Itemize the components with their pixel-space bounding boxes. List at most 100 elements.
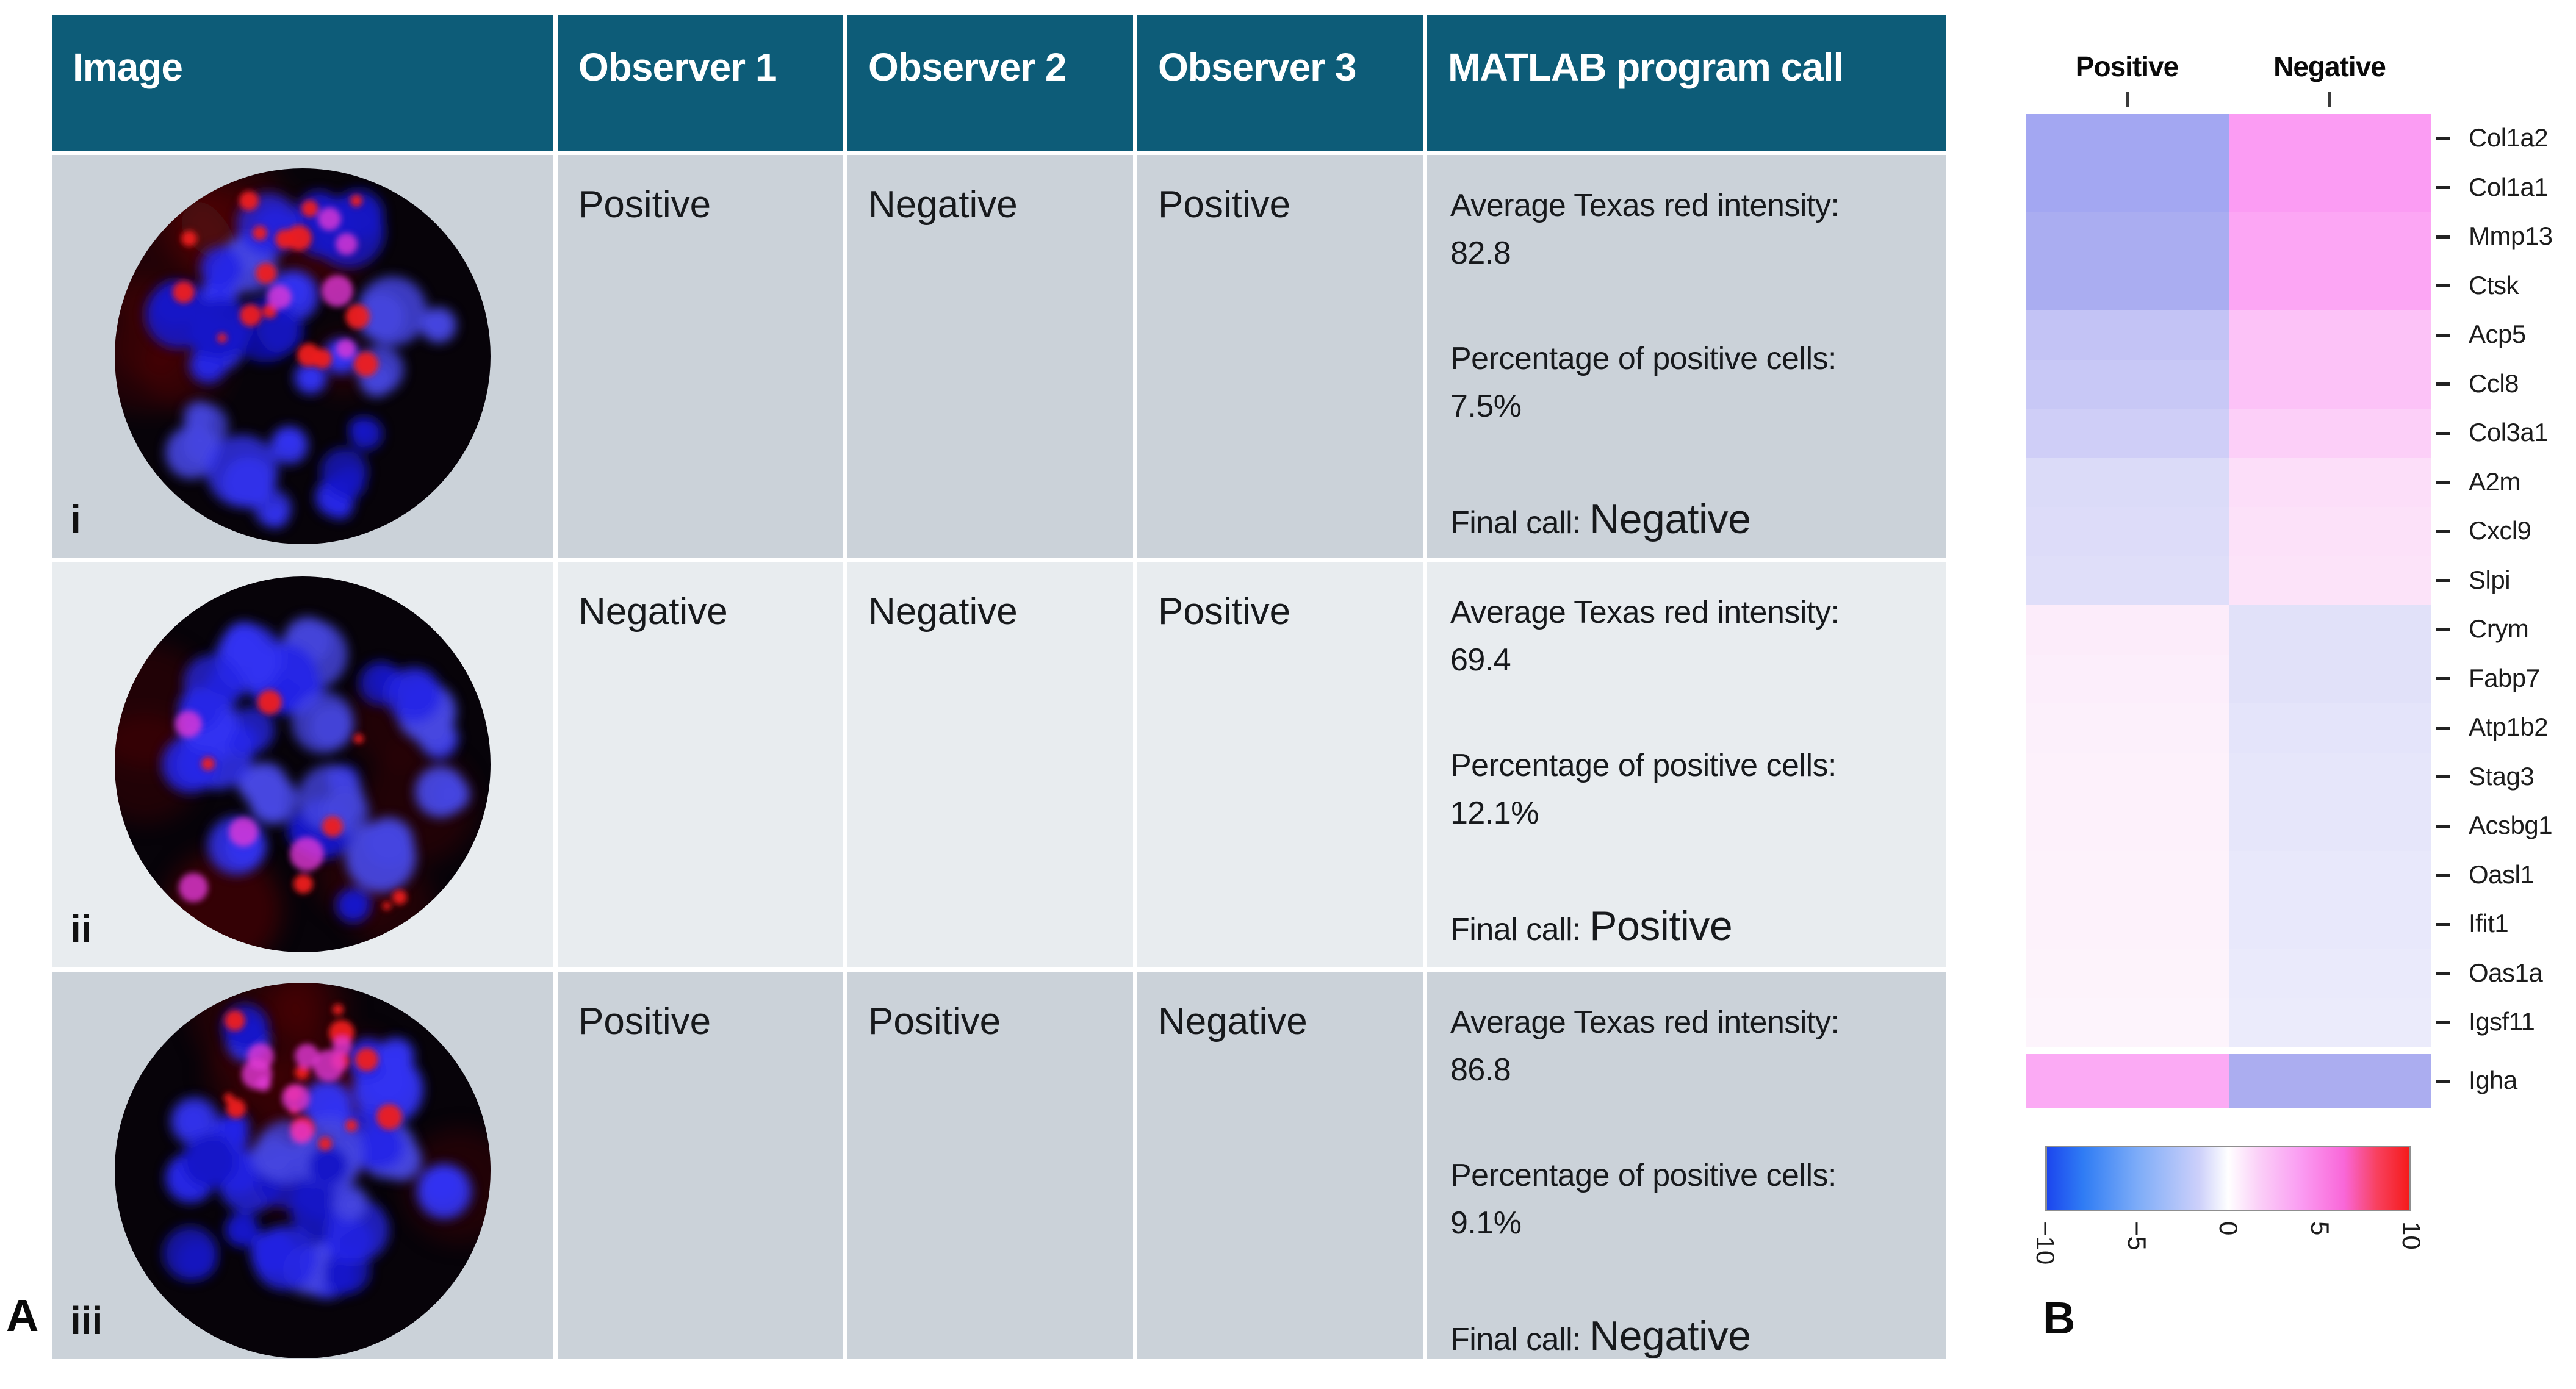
fluorescence-micrograph	[115, 983, 491, 1358]
heatmap-cell-crym-negative	[2228, 605, 2431, 655]
fluorescence-micrograph	[115, 168, 491, 544]
gene-tick-oas1a	[2436, 972, 2450, 975]
table-row-iii-image-cell: iii	[52, 972, 553, 1359]
fluorescence-image-ii	[52, 562, 553, 953]
heatmap-row-ccl8	[2026, 359, 2431, 409]
heatmap-row-col1a1	[2026, 163, 2431, 212]
heatmap-cell-oas1a-positive	[2026, 949, 2229, 998]
row-label-i: i	[70, 497, 81, 541]
heatmap-cell-stag3-negative	[2228, 752, 2431, 802]
colorbar-tick-5: 5	[2306, 1221, 2334, 1236]
colorbar-tick-minus5: −5	[2123, 1221, 2151, 1251]
gene-label-fabp7: Fabp7	[2469, 663, 2540, 692]
observer1-call-row-i: Positive	[558, 155, 843, 558]
colorbar-tick-0: 0	[2214, 1221, 2243, 1236]
gene-tick-mmp13	[2436, 235, 2450, 239]
heatmap-cell-ccl8-negative	[2228, 359, 2431, 409]
gene-label-oasl1: Oasl1	[2469, 860, 2535, 889]
observer-table: Image Observer 1 Observer 2 Observer 3 M…	[52, 15, 1946, 1359]
gene-tick-col3a1	[2436, 431, 2450, 435]
final-call-row-iii: Final call: Negative	[1450, 1313, 1751, 1359]
heatmap-cell-col1a1-positive	[2026, 163, 2229, 212]
gene-label-col1a1: Col1a1	[2469, 172, 2549, 201]
heatmap-row-oasl1	[2026, 850, 2431, 900]
gene-tick-stag3	[2436, 775, 2450, 779]
gene-label-col1a2: Col1a2	[2469, 123, 2549, 153]
heatmap-row-col1a2	[2026, 114, 2431, 163]
fluorescence-micrograph	[115, 576, 491, 952]
column-header-image: Image	[52, 15, 553, 151]
heatmap-row-crym	[2026, 605, 2431, 655]
final-call-row-i: Final call: Negative	[1450, 496, 1751, 542]
heatmap-cell-mmp13-positive	[2026, 212, 2229, 262]
gene-tick-atp1b2	[2436, 726, 2450, 730]
observer3-call-row-iii: Negative	[1137, 972, 1423, 1359]
heatmap-cell-igha-positive	[2026, 1053, 2229, 1108]
heatmap-cell-igsf11-positive	[2026, 998, 2229, 1047]
observer2-call-row-iii: Positive	[847, 972, 1133, 1359]
heatmap-column-tick-negative	[2328, 92, 2331, 107]
gene-label-stag3: Stag3	[2469, 761, 2535, 791]
heatmap-cell-col3a1-negative	[2228, 409, 2431, 458]
gene-tick-slpi	[2436, 579, 2450, 583]
gene-tick-ccl8	[2436, 382, 2450, 386]
heatmap-cell-acsbg1-positive	[2026, 802, 2229, 851]
heatmap-cell-col1a2-negative	[2228, 114, 2431, 163]
heatmap-cell-oasl1-positive	[2026, 850, 2229, 900]
observer1-call-row-iii: Positive	[558, 972, 843, 1359]
gene-label-col3a1: Col3a1	[2469, 418, 2549, 447]
heatmap-cell-slpi-negative	[2228, 556, 2431, 605]
final-call-row-ii: Final call: Positive	[1450, 903, 1733, 949]
gene-label-igsf11: Igsf11	[2469, 1007, 2535, 1036]
heatmap-cell-col1a2-positive	[2026, 114, 2229, 163]
heatmap-row-igsf11	[2026, 998, 2431, 1047]
heatmap-cell-igha-negative	[2228, 1053, 2431, 1108]
fluorescence-image-i	[52, 155, 553, 545]
heatmap-row-mmp13	[2026, 212, 2431, 262]
colorbar-tick-minus10: −10	[2031, 1221, 2060, 1265]
gene-label-igha: Igha	[2469, 1066, 2517, 1094]
heatmap-row-acp5	[2026, 310, 2431, 360]
texas-red-intensity-row-ii: Average Texas red intensity: 69.4	[1450, 595, 1840, 678]
heatmap-column-label-negative: Negative	[2273, 51, 2386, 82]
panel-label-b: B	[2043, 1293, 2076, 1343]
heatmap-row-col3a1	[2026, 409, 2431, 458]
gene-tick-fabp7	[2436, 677, 2450, 681]
heatmap-cell-oas1a-negative	[2228, 949, 2431, 998]
positive-cells-percentage-row-ii: Percentage of positive cells: 12.1%	[1450, 748, 1837, 831]
heatmap-cell-a2m-positive	[2026, 458, 2229, 507]
matlab-call-row-iii: Average Texas red intensity: 86.8 Percent…	[1427, 972, 1946, 1359]
gene-label-atp1b2: Atp1b2	[2469, 712, 2549, 742]
heatmap-row-fabp7	[2026, 654, 2431, 703]
heatmap-row-stag3	[2026, 752, 2431, 802]
observer1-call-row-ii: Negative	[558, 562, 843, 967]
observer2-call-row-i: Negative	[847, 155, 1133, 558]
positive-cells-percentage-row-i: Percentage of positive cells: 7.5%	[1450, 341, 1837, 424]
heatmap-row-atp1b2	[2026, 703, 2431, 753]
gene-label-acp5: Acp5	[2469, 320, 2526, 349]
matlab-call-row-i: Average Texas red intensity: 82.8 Percent…	[1427, 155, 1946, 558]
heatmap-cell-oasl1-negative	[2228, 850, 2431, 900]
fluorescence-image-iii	[52, 972, 553, 1360]
heatmap-cell-cxcl9-negative	[2228, 507, 2431, 556]
positive-cells-percentage-row-iii: Percentage of positive cells: 9.1%	[1450, 1158, 1837, 1241]
heatmap-row-a2m	[2026, 458, 2431, 507]
colorbar	[2045, 1146, 2411, 1211]
heatmap-cell-stag3-positive	[2026, 752, 2229, 802]
gene-label-cxcl9: Cxcl9	[2469, 516, 2531, 545]
gene-label-ifit1: Ifit1	[2469, 909, 2509, 938]
gene-tick-ifit1	[2436, 922, 2450, 926]
observer2-call-row-ii: Negative	[847, 562, 1133, 967]
heatmap-grid	[2026, 114, 2431, 1108]
heatmap-column-label-positive: Positive	[2075, 51, 2179, 82]
gene-tick-acp5	[2436, 333, 2450, 337]
observer3-call-row-i: Positive	[1137, 155, 1423, 558]
table-row-ii-image-cell: ii	[52, 562, 553, 967]
heatmap-cell-acsbg1-negative	[2228, 802, 2431, 851]
gene-label-ctsk: Ctsk	[2469, 270, 2519, 300]
heatmap-row-ctsk	[2026, 261, 2431, 310]
observer3-call-row-ii: Positive	[1137, 562, 1423, 967]
heatmap-cell-ctsk-positive	[2026, 261, 2229, 310]
gene-tick-ctsk	[2436, 284, 2450, 288]
